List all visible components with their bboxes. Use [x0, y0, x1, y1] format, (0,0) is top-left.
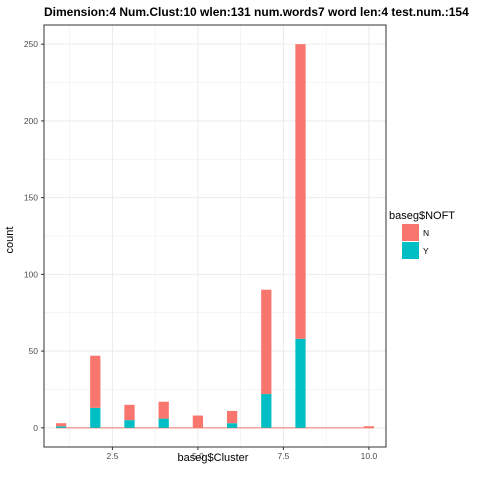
bar-segment-N: [55, 423, 67, 427]
bar-segment-N: [158, 401, 169, 419]
bar-segment-Y: [158, 418, 169, 428]
x-axis: 2.5 5.0 7.5 10.0: [106, 447, 377, 461]
x-tick-label: 7.5: [277, 451, 289, 461]
chart-title: Dimension:4 Num.Clust:10 wlen:131 num.wo…: [44, 5, 469, 19]
y-axis-title: count: [4, 227, 16, 254]
legend-label-Y: Y: [423, 246, 429, 256]
bar-segment-Y: [295, 338, 306, 428]
legend-key-Y: [402, 242, 419, 259]
bar-segment-N: [226, 410, 238, 424]
bar-segment-N: [192, 415, 204, 428]
legend-title: baseg$NOFT: [389, 210, 455, 222]
bars: [55, 44, 375, 429]
bar-segment-Y: [90, 407, 101, 428]
bar-segment-N: [124, 404, 135, 421]
bar-segment-Y: [261, 394, 272, 428]
y-tick-label: 200: [24, 116, 38, 126]
y-tick-label: 250: [24, 39, 38, 49]
bar-segment-N: [363, 426, 375, 428]
panel-border: [43, 24, 387, 448]
bar-segment-Y: [55, 426, 67, 428]
y-axis: 0 50 100 150 200 250: [24, 39, 44, 433]
y-tick-label: 100: [24, 269, 38, 279]
x-axis-title: baseg$Cluster: [178, 452, 249, 464]
bar-segment-N: [90, 355, 101, 408]
legend-label-N: N: [423, 228, 429, 238]
x-tick-label: 10.0: [361, 451, 378, 461]
legend: baseg$NOFT NY: [389, 210, 455, 259]
bar-segment-N: [295, 44, 306, 339]
x-tick-label: 2.5: [106, 451, 118, 461]
y-tick-label: 150: [24, 193, 38, 203]
legend-key-N: [402, 224, 419, 241]
y-tick-label: 0: [33, 423, 38, 433]
bar-segment-N: [261, 289, 272, 395]
bar-segment-Y: [226, 423, 238, 428]
x-tick-label: 5.0: [192, 451, 204, 461]
bar-segment-Y: [124, 420, 135, 428]
y-tick-label: 50: [29, 346, 39, 356]
